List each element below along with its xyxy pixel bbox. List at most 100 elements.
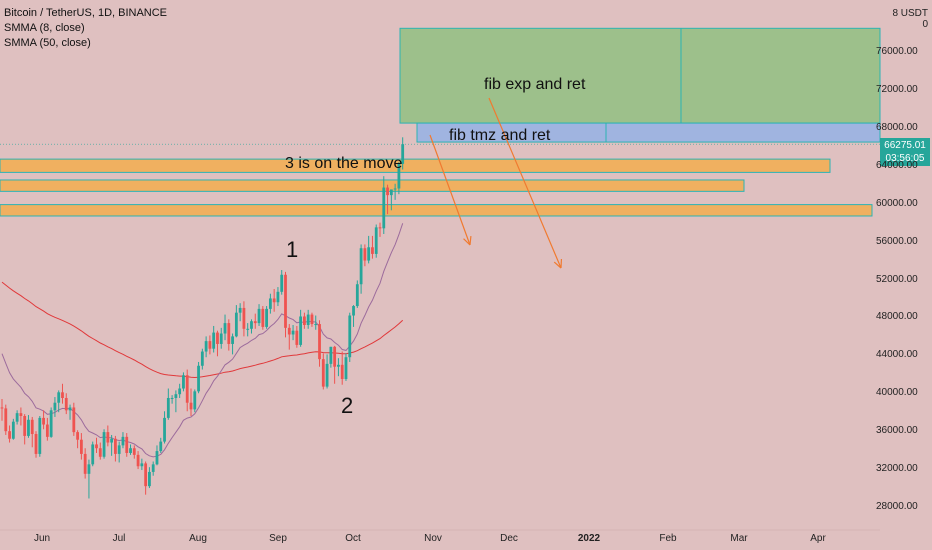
candle-body <box>280 274 284 292</box>
last-price-tag[interactable]: 66275.01 03:56:05 <box>880 138 930 166</box>
candle <box>234 305 238 338</box>
candle <box>318 320 321 367</box>
candle <box>91 441 95 467</box>
candle-body <box>276 291 280 303</box>
candle-body <box>197 365 200 392</box>
candle <box>389 189 393 211</box>
candle-body <box>216 332 219 344</box>
last-price: 66275.01 <box>884 140 926 151</box>
y-tick-label: 36000.00 <box>876 425 918 437</box>
candle-body <box>348 315 352 358</box>
candle <box>223 314 227 341</box>
arrow-short-head-1 <box>463 238 471 246</box>
support-zone-3 <box>0 204 873 217</box>
candle <box>303 312 306 329</box>
candle <box>148 467 151 489</box>
candle <box>268 293 272 314</box>
smma50-label[interactable]: SMMA (50, close) <box>4 37 91 49</box>
candle <box>253 313 257 329</box>
candle-body <box>382 187 386 229</box>
candle <box>132 445 136 459</box>
candle-body <box>102 432 106 457</box>
candle <box>325 354 329 389</box>
candle <box>371 235 374 259</box>
candle-body <box>310 314 314 325</box>
candle <box>306 309 310 329</box>
wave1-label: 1 <box>286 237 299 262</box>
candle <box>374 224 378 258</box>
candle <box>212 325 216 353</box>
candle <box>4 404 8 435</box>
candle <box>61 383 64 404</box>
axis-corner: 8 USDT 0 <box>892 8 928 30</box>
candle <box>79 433 83 460</box>
candle-body <box>397 163 401 189</box>
candle-body <box>250 321 253 329</box>
candle-body <box>182 375 185 389</box>
candle <box>45 417 49 441</box>
candle <box>178 383 182 398</box>
candle <box>72 402 76 436</box>
candle <box>159 437 163 453</box>
candle-body <box>79 439 83 454</box>
candle <box>136 451 140 470</box>
candle-body <box>166 397 170 418</box>
y-tick-label: 60000.00 <box>876 197 918 209</box>
candle <box>231 333 234 355</box>
candle-body <box>91 444 95 465</box>
candle-body <box>337 364 340 367</box>
candle <box>27 415 30 438</box>
candle-body <box>110 438 114 443</box>
candle <box>49 407 53 438</box>
candle <box>219 327 223 349</box>
candle-body <box>132 448 136 455</box>
candle-body <box>389 189 393 196</box>
candle-body <box>117 445 121 454</box>
candle-body <box>371 247 374 254</box>
candle-body <box>189 402 193 410</box>
candle-body <box>49 410 53 437</box>
candle-body <box>359 248 363 285</box>
candle-body <box>0 407 4 409</box>
candle-body <box>38 417 42 454</box>
candle-body <box>234 312 238 337</box>
candle <box>34 431 38 458</box>
x-tick-label: Nov <box>424 533 442 544</box>
candle-body <box>121 436 125 446</box>
candle <box>382 176 386 234</box>
candle-body <box>11 421 15 439</box>
candle-body <box>265 308 268 327</box>
candle-body <box>355 284 359 307</box>
candle-body <box>72 407 76 433</box>
candle <box>95 437 98 453</box>
candle <box>30 416 34 448</box>
candle <box>174 390 178 413</box>
y-tick-label: 44000.00 <box>876 349 918 361</box>
x-tick-label: Oct <box>345 533 361 544</box>
candle-body <box>27 419 30 436</box>
candle <box>310 312 314 327</box>
candle <box>299 309 303 347</box>
candle <box>42 410 45 430</box>
candle-body <box>23 416 27 436</box>
candle-body <box>253 321 257 324</box>
candle-body <box>148 471 151 487</box>
candle <box>378 222 382 237</box>
candle-body <box>125 436 129 453</box>
y-tick-label: 68000.00 <box>876 121 918 133</box>
candle <box>287 324 291 350</box>
candle <box>125 433 129 457</box>
candle-body <box>129 448 132 453</box>
candle <box>204 336 208 358</box>
candle-body <box>219 333 223 344</box>
candle-body <box>299 316 303 345</box>
candle-body <box>30 419 34 435</box>
symbol-label[interactable]: Bitcoin / TetherUS, 1D, BINANCE <box>4 7 168 19</box>
fib-tmz-zone <box>416 122 881 143</box>
smma8-label[interactable]: SMMA (8, close) <box>4 22 85 34</box>
candle <box>98 442 102 460</box>
candle-body <box>114 438 117 454</box>
candle-body <box>15 413 19 422</box>
